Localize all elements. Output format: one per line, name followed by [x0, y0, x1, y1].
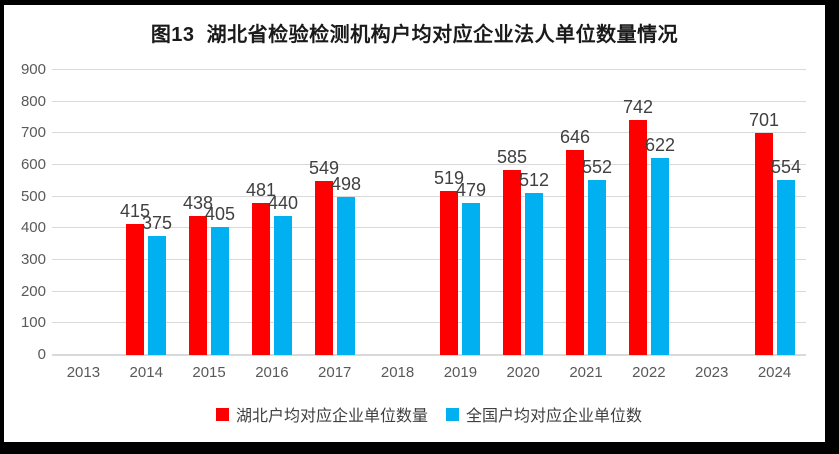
- legend-label-national: 全国户均对应企业单位数: [466, 408, 643, 425]
- y-tick-label-0: 0: [37, 346, 46, 363]
- bar-hubei-2021: [566, 150, 584, 355]
- legend: 湖北户均对应企业单位数量 全国户均对应企业单位数: [52, 402, 806, 426]
- gridline-100: [52, 322, 806, 324]
- x-tick-label-2014: 2014: [129, 364, 163, 381]
- x-tick-label-2021: 2021: [569, 364, 603, 381]
- x-tick-label-2017: 2017: [318, 364, 352, 381]
- bar-label-national-2021: 552: [581, 157, 613, 177]
- bar-hubei-2017: [315, 181, 333, 355]
- x-tick-label-2023: 2023: [695, 364, 729, 381]
- bar-label-national-2014: 375: [141, 213, 173, 233]
- x-tick-label-2018: 2018: [380, 364, 415, 381]
- gridline-800: [52, 100, 806, 102]
- x-tick-label-2022: 2022: [632, 364, 666, 381]
- x-axis: 2013 2014 2015 2016 2017 2018 2019 2020 2021 2022…: [52, 364, 806, 381]
- bar-label-national-2015: 405: [204, 204, 236, 224]
- y-tick-label-600: 600: [20, 156, 46, 173]
- gridline-700: [52, 132, 806, 134]
- bar-hubei-2019: [440, 191, 458, 355]
- chart-title: 图13 湖北省检验检测机构户均对应企业法人单位数量情况: [150, 24, 679, 46]
- bar-label-hubei-2022: 742: [622, 97, 654, 117]
- legend-swatch-hubei: [215, 407, 229, 421]
- bar-label-hubei-2014: 415: [119, 201, 151, 221]
- bar-label-hubei-2016: 481: [245, 180, 277, 200]
- y-tick-label-800: 800: [20, 92, 46, 110]
- gridline-600: [52, 164, 806, 165]
- bar-label-national-2016: 440: [267, 193, 299, 213]
- bar-label-hubei-2019: 519: [433, 168, 465, 188]
- bar-label-hubei-2021: 646: [559, 127, 591, 147]
- bar-hubei-2016: [252, 203, 270, 355]
- bar-label-hubei-2017: 549: [308, 158, 340, 178]
- bar-label-national-2020: 512: [518, 170, 550, 190]
- gridline-200: [52, 290, 806, 292]
- bar-national-2024: [777, 180, 795, 355]
- bar-label-national-2022: 622: [644, 135, 676, 155]
- x-tick-label-2013: 2013: [66, 364, 101, 381]
- bar-national-2021: [588, 180, 606, 355]
- x-tick-label-2024: 2024: [757, 364, 792, 381]
- x-tick-label-2019: 2019: [443, 364, 478, 381]
- bar-label-hubei-2024: 701: [748, 110, 780, 130]
- y-tick-label-900: 900: [20, 61, 46, 78]
- plot-area: 415 375 438 405 481 440 549 498 519 479 585 512 646 5…: [52, 69, 806, 356]
- gridline-300: [52, 259, 806, 260]
- bar-hubei-2022: [629, 120, 647, 355]
- y-tick-label-300: 300: [20, 251, 46, 268]
- x-tick-label-2016: 2016: [255, 364, 289, 381]
- y-tick-label-500: 500: [20, 187, 46, 205]
- gridline-500: [52, 195, 806, 197]
- bar-label-national-2019: 479: [455, 180, 487, 200]
- x-axis-line: [52, 354, 806, 356]
- y-tick-label-700: 700: [20, 124, 46, 142]
- bar-label-hubei-2015: 438: [182, 193, 214, 213]
- x-tick-label-2020: 2020: [506, 364, 540, 381]
- y-tick-label-200: 200: [20, 282, 46, 300]
- bar-national-2017: [337, 197, 355, 355]
- bar-national-2019: [462, 203, 480, 355]
- legend-item-national: 全国户均对应企业单位数: [446, 402, 642, 426]
- bar-national-2022: [651, 158, 669, 355]
- bar-hubei-2020: [503, 170, 521, 355]
- bar-label-national-2017: 498: [330, 174, 362, 194]
- gridline-400: [52, 227, 806, 229]
- legend-item-hubei: 湖北户均对应企业单位数量: [215, 402, 428, 426]
- legend-swatch-national: [446, 407, 459, 421]
- bar-national-2015: [211, 227, 229, 355]
- y-tick-label-100: 100: [20, 314, 46, 332]
- gridline-900: [52, 69, 806, 70]
- bar-label-hubei-2020: 585: [496, 147, 528, 167]
- bar-national-2016: [274, 216, 292, 355]
- x-tick-label-2015: 2015: [192, 364, 226, 381]
- bar-hubei-2015: [189, 216, 207, 355]
- bar-hubei-2014: [126, 224, 144, 355]
- bar-national-2020: [525, 193, 543, 355]
- y-axis: 0 100 200 300 400 500 600 700 800 900: [4, 61, 46, 363]
- legend-label-hubei: 湖北户均对应企业单位数量: [235, 408, 428, 425]
- bar-national-2014: [148, 236, 166, 355]
- bar-label-national-2024: 554: [770, 157, 802, 177]
- bar-hubei-2024: [755, 133, 773, 355]
- y-tick-label-400: 400: [20, 219, 46, 237]
